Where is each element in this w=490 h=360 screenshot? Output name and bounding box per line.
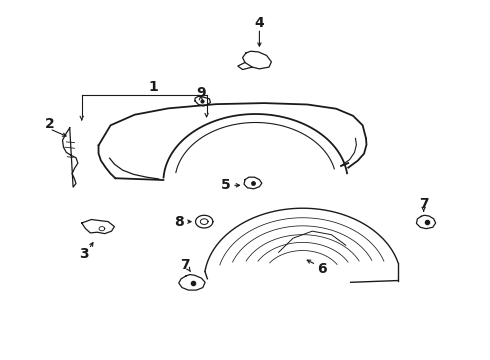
Text: 5: 5 xyxy=(221,178,231,192)
Text: 2: 2 xyxy=(45,117,54,131)
Text: 9: 9 xyxy=(196,86,206,99)
Text: 8: 8 xyxy=(174,215,184,229)
Text: 6: 6 xyxy=(317,262,327,276)
Text: 4: 4 xyxy=(254,16,264,30)
Text: 3: 3 xyxy=(79,247,89,261)
Text: 7: 7 xyxy=(180,258,190,272)
Text: 7: 7 xyxy=(419,197,428,211)
Text: 1: 1 xyxy=(149,80,159,94)
